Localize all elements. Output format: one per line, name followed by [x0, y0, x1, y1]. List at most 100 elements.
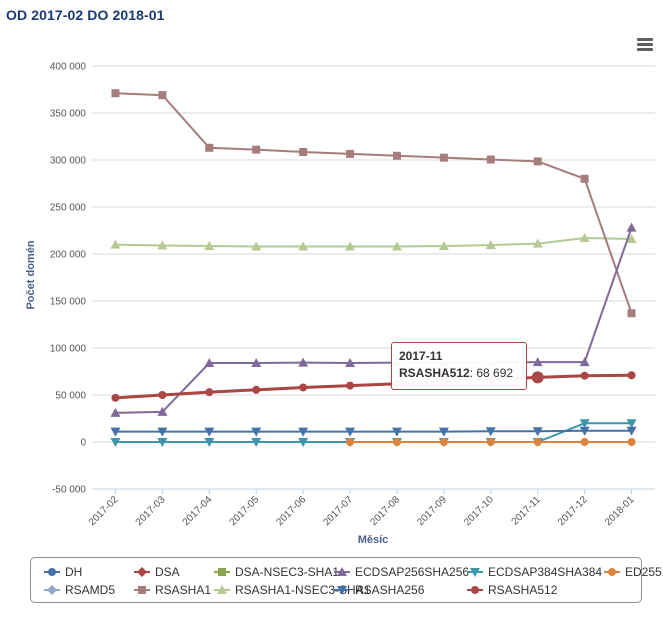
data-point-ed25519[interactable]: [627, 438, 636, 446]
data-point-ecdsap256sha256[interactable]: [532, 357, 543, 367]
legend-symbol-icon: [134, 586, 150, 594]
data-point-rsasha1[interactable]: [533, 157, 542, 166]
data-point-ed25519[interactable]: [580, 438, 589, 446]
data-point-rsasha1[interactable]: [439, 153, 448, 162]
data-point-rsasha1-nsec3-sha1[interactable]: [626, 233, 637, 243]
data-point-ed25519[interactable]: [486, 438, 495, 446]
legend-symbol-icon: [214, 585, 230, 594]
data-point-rsasha512[interactable]: [580, 371, 589, 380]
data-point-ed25519[interactable]: [392, 438, 401, 446]
series-rsasha512: [111, 371, 636, 402]
data-point-rsasha512[interactable]: [299, 383, 308, 392]
data-point-rsasha512[interactable]: [111, 393, 120, 402]
y-tick-label: 150 000: [50, 297, 87, 308]
legend-symbol-icon: [44, 568, 60, 576]
data-point-rsasha256[interactable]: [626, 426, 637, 436]
legend-label: RSASHA1-NSEC3-SHA1: [235, 583, 371, 597]
data-point-rsasha1[interactable]: [299, 148, 308, 157]
data-point-rsasha1[interactable]: [627, 309, 636, 318]
data-point-rsasha1[interactable]: [486, 155, 495, 164]
data-point-rsasha1[interactable]: [580, 174, 589, 183]
data-point-rsasha512[interactable]: [627, 371, 636, 380]
data-point-rsasha1-nsec3-sha1[interactable]: [204, 241, 215, 251]
data-point-rsasha512[interactable]: [158, 391, 167, 399]
legend-symbol-icon: [467, 586, 483, 594]
data-point-rsasha256[interactable]: [391, 427, 402, 437]
legend-marker-icon: [471, 586, 479, 594]
data-point-rsasha512[interactable]: [346, 381, 355, 390]
legend-label: ECDSAP384SHA384: [488, 565, 603, 579]
data-point-rsasha1[interactable]: [158, 91, 167, 100]
data-point-ed25519[interactable]: [346, 438, 355, 446]
data-point-rsasha1-nsec3-sha1[interactable]: [485, 240, 496, 250]
data-point-rsasha1[interactable]: [252, 145, 261, 154]
legend-label: RSASHA1: [155, 583, 212, 597]
data-point-rsasha256[interactable]: [298, 427, 309, 437]
data-point-ed25519[interactable]: [439, 438, 448, 446]
data-point-rsasha1-nsec3-sha1[interactable]: [298, 241, 309, 251]
data-point-ecdsap384sha384[interactable]: [298, 438, 309, 447]
data-point-ecdsap256sha256[interactable]: [579, 357, 590, 367]
data-point-rsasha1-nsec3-sha1[interactable]: [438, 241, 449, 251]
data-point-ecdsap384sha384[interactable]: [579, 419, 590, 429]
data-point-rsasha256[interactable]: [532, 427, 543, 437]
data-point-ecdsap384sha384[interactable]: [110, 438, 121, 447]
legend-marker-icon: [470, 568, 480, 577]
y-tick-label: -50 000: [52, 485, 86, 496]
series-rsasha1-nsec3-sha1: [110, 233, 637, 251]
data-point-rsasha1[interactable]: [346, 149, 355, 158]
data-point-ecdsap256sha256[interactable]: [110, 407, 121, 417]
data-point-rsasha1-nsec3-sha1[interactable]: [579, 233, 590, 243]
data-point-rsasha1-nsec3-sha1[interactable]: [345, 241, 356, 251]
data-point-ecdsap256sha256[interactable]: [157, 406, 168, 416]
x-tick-label: 2018-01: [603, 494, 637, 528]
data-point-rsasha256[interactable]: [110, 427, 121, 437]
legend-symbol-icon: [334, 567, 350, 576]
legend-symbol-icon: [334, 586, 350, 595]
data-point-rsasha1-nsec3-sha1[interactable]: [532, 238, 543, 248]
data-point-rsasha256[interactable]: [579, 426, 590, 436]
data-point-rsasha512[interactable]: [205, 388, 214, 397]
y-tick-label: 200 000: [50, 250, 87, 261]
data-point-ed25519[interactable]: [533, 438, 542, 446]
data-point-rsasha1[interactable]: [205, 143, 214, 152]
series-line-rsasha1-nsec3-sha1: [115, 237, 632, 248]
hamburger-menu-icon[interactable]: [637, 38, 653, 52]
data-point-rsasha256[interactable]: [438, 427, 449, 437]
series-group: [110, 89, 637, 447]
data-point-rsasha256[interactable]: [204, 427, 215, 437]
line-chart: -50 000 0 50 000 100 000 150 000 200 000 250 0…: [25, 62, 655, 546]
data-point-ecdsap384sha384[interactable]: [157, 438, 168, 447]
legend-symbol-icon: [604, 568, 620, 576]
data-point-ecdsap384sha384[interactable]: [251, 438, 262, 447]
data-point-rsasha1-nsec3-sha1[interactable]: [251, 241, 262, 251]
data-point-ecdsap384sha384[interactable]: [626, 419, 637, 429]
series-rsasha1: [111, 89, 636, 318]
data-point-ecdsap384sha384[interactable]: [204, 438, 215, 447]
data-point-ecdsap256sha256[interactable]: [345, 358, 356, 368]
grid-lines: [92, 65, 655, 490]
series-line-rsasha512: [115, 373, 632, 400]
y-tick-label: 50 000: [55, 391, 86, 402]
data-point-ecdsap256sha256[interactable]: [251, 358, 262, 368]
data-point-ecdsap256sha256[interactable]: [204, 358, 215, 368]
data-point-rsasha1-nsec3-sha1[interactable]: [157, 240, 168, 250]
data-point-rsasha1-nsec3-sha1[interactable]: [391, 241, 402, 251]
data-point-rsasha512[interactable]: [252, 385, 261, 394]
data-point-rsasha256[interactable]: [345, 427, 356, 437]
data-point-rsasha256[interactable]: [485, 427, 496, 437]
data-point-rsasha1-nsec3-sha1[interactable]: [110, 239, 121, 249]
data-point-rsasha1[interactable]: [111, 89, 120, 98]
legend-marker-icon: [47, 585, 57, 595]
chart-legend: DH DSA DSA-NSEC3-SHA1 ECDSAP256SHA256 ECDSAP…: [30, 557, 663, 603]
x-tick-label: 2017-02: [87, 494, 121, 528]
legend-symbol-icon: [44, 585, 60, 595]
data-point-ecdsap256sha256[interactable]: [626, 222, 637, 232]
data-point-rsasha256[interactable]: [251, 427, 262, 437]
data-point-rsasha1[interactable]: [392, 151, 401, 160]
y-axis-ticks: -50 000 0 50 000 100 000 150 000 200 000 250 0…: [50, 62, 87, 496]
data-point-rsasha512[interactable]: [531, 371, 544, 384]
data-point-rsasha256[interactable]: [157, 427, 168, 437]
data-point-ecdsap256sha256[interactable]: [298, 357, 309, 367]
y-tick-label: 400 000: [50, 62, 87, 73]
